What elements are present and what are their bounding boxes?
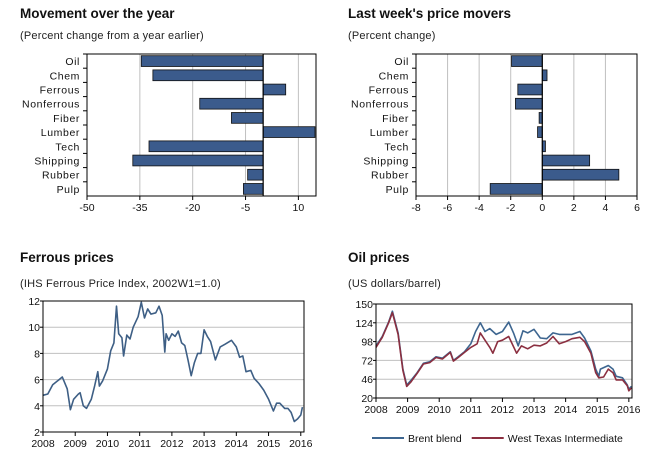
chart-1-subtitle: (Percent change from a year earlier) (20, 30, 204, 42)
bar-ferrous (517, 83, 543, 96)
x-tick-label: 2009 (64, 438, 88, 450)
y-tick-label: 124 (355, 318, 373, 330)
bar-shipping (541, 154, 591, 167)
legend-label: West Texas Intermediate (508, 433, 623, 445)
category-label: Shipping (34, 156, 80, 168)
x-tick-label: 2016 (617, 404, 641, 416)
x-tick-label: -20 (185, 202, 200, 214)
bar-pulp (489, 183, 543, 195)
plot-frame-4 (375, 303, 633, 399)
category-label: Nonferrous (22, 99, 80, 111)
y-tick-label: 72 (361, 355, 373, 367)
chart-2-subtitle: (Percent change) (348, 30, 436, 42)
x-tick-label: -2 (506, 202, 515, 214)
x-tick-label: -6 (443, 202, 452, 214)
x-tick-label: 2014 (225, 438, 249, 450)
category-label: Fiber (53, 113, 80, 125)
category-label: Chem (379, 70, 409, 82)
y-tick-label: 8 (34, 348, 40, 360)
category-label: Oil (65, 56, 80, 68)
x-tick-label: 4 (603, 202, 609, 214)
chart-3-title: Ferrous prices (20, 250, 114, 265)
x-tick-label: -50 (79, 202, 94, 214)
bar-pulp (243, 183, 264, 195)
bar-nonferrous (199, 97, 264, 110)
category-label: Shipping (363, 156, 409, 168)
y-tick-label: 20 (361, 393, 373, 405)
x-tick-label: -5 (241, 202, 250, 214)
x-tick-label: 2012 (160, 438, 184, 450)
y-tick-label: 98 (361, 337, 373, 349)
category-label: Ferrous (40, 85, 80, 97)
x-tick-label: 2013 (522, 404, 546, 416)
category-label: Tech (384, 141, 409, 153)
x-tick-label: 2010 (96, 438, 120, 450)
bar-chem (152, 69, 264, 82)
x-tick-label: -4 (474, 202, 483, 214)
x-tick-label: 2009 (396, 404, 420, 416)
plot-frame-2 (415, 53, 638, 197)
category-label: Nonferrous (351, 99, 409, 111)
category-label: Lumber (370, 127, 409, 139)
category-label: Tech (55, 141, 80, 153)
bar-rubber (247, 168, 264, 181)
bar-oil (511, 55, 543, 67)
bar-tech (148, 140, 264, 153)
y-tick-label: 10 (28, 322, 40, 334)
series-line-west-texas-intermediate (375, 311, 632, 392)
series-line-0 (42, 301, 304, 423)
y-tick-label: 2 (34, 427, 40, 439)
category-label: Ferrous (369, 85, 409, 97)
chart-1-title: Movement over the year (20, 6, 175, 21)
x-tick-label: 2015 (586, 404, 610, 416)
category-label: Chem (50, 70, 80, 82)
x-tick-label: 2010 (428, 404, 452, 416)
x-tick-label: 2016 (289, 438, 313, 450)
category-label: Fiber (382, 113, 409, 125)
bar-oil (140, 55, 264, 67)
bar-shipping (132, 154, 264, 167)
x-tick-label: 2012 (491, 404, 515, 416)
category-label: Pulp (57, 184, 80, 196)
x-tick-label: 2011 (128, 438, 151, 450)
x-tick-label: 2014 (554, 404, 578, 416)
plot-frame-1 (86, 53, 317, 197)
category-label: Rubber (371, 170, 409, 182)
chart-2-title: Last week's price movers (348, 6, 512, 21)
x-tick-label: 2013 (192, 438, 216, 450)
category-label: Pulp (386, 184, 409, 196)
y-tick-label: 150 (355, 299, 373, 311)
chart-3-subtitle: (IHS Ferrous Price Index, 2002W1=1.0) (20, 278, 221, 290)
x-tick-label: 2011 (460, 404, 483, 416)
bar-rubber (541, 168, 620, 181)
category-label: Lumber (41, 127, 80, 139)
x-tick-label: 0 (539, 202, 545, 214)
bar-nonferrous (515, 97, 543, 110)
y-tick-label: 6 (34, 375, 40, 387)
y-tick-label: 12 (28, 296, 40, 308)
x-tick-label: -35 (132, 202, 147, 214)
y-tick-label: 4 (34, 401, 40, 413)
y-tick-label: 46 (361, 374, 373, 386)
legend-label: Brent blend (408, 433, 462, 445)
x-tick-label: 2008 (31, 438, 55, 450)
bar-lumber (537, 126, 543, 138)
plot-frame-3 (42, 300, 305, 433)
bar-ferrous (262, 83, 287, 96)
category-label: Oil (394, 56, 409, 68)
x-tick-label: 6 (634, 202, 640, 214)
x-tick-label: 10 (293, 202, 305, 214)
bar-lumber (262, 126, 316, 138)
x-tick-label: -8 (411, 202, 420, 214)
chart-4-title: Oil prices (348, 250, 410, 265)
category-label: Rubber (42, 170, 80, 182)
bar-chem (541, 69, 548, 82)
chart-4-subtitle: (US dollars/barrel) (348, 278, 442, 290)
x-tick-label: 2015 (257, 438, 281, 450)
bar-fiber (231, 112, 264, 124)
x-tick-label: 2 (571, 202, 577, 214)
x-tick-label: 2008 (364, 404, 388, 416)
